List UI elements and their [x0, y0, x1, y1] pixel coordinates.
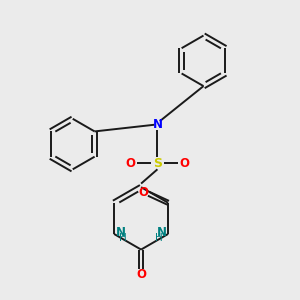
Text: S: S — [153, 157, 162, 170]
Text: N: N — [157, 226, 166, 239]
Text: N: N — [152, 118, 162, 131]
Text: O: O — [138, 186, 148, 199]
Text: N: N — [116, 226, 125, 239]
Text: H: H — [119, 232, 127, 242]
Text: O: O — [126, 157, 136, 170]
Text: H: H — [155, 232, 163, 242]
Text: O: O — [179, 157, 189, 170]
Text: O: O — [136, 268, 146, 281]
